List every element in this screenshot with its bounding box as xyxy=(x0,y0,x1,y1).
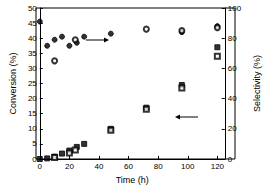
svg-text:10: 10 xyxy=(28,124,37,133)
svg-text:5: 5 xyxy=(32,139,37,148)
svg-text:15: 15 xyxy=(28,109,37,118)
svg-text:100: 100 xyxy=(228,4,242,13)
svg-text:0: 0 xyxy=(228,155,233,164)
svg-text:35: 35 xyxy=(28,49,37,58)
svg-text:30: 30 xyxy=(28,64,37,73)
svg-text:Selectivity (%): Selectivity (%) xyxy=(252,55,262,112)
svg-text:0: 0 xyxy=(38,162,43,171)
svg-text:40: 40 xyxy=(28,34,37,43)
svg-text:25: 25 xyxy=(28,79,37,88)
svg-text:100: 100 xyxy=(181,162,195,171)
svg-text:45: 45 xyxy=(28,19,37,28)
svg-text:0: 0 xyxy=(32,154,37,164)
svg-text:Conversion (%): Conversion (%) xyxy=(8,52,18,114)
svg-text:50: 50 xyxy=(28,4,37,13)
svg-text:Time (h): Time (h) xyxy=(116,175,149,185)
svg-text:80: 80 xyxy=(154,162,163,171)
svg-text:40: 40 xyxy=(228,94,237,103)
svg-text:60: 60 xyxy=(124,162,133,171)
svg-text:20: 20 xyxy=(65,162,74,171)
svg-text:20: 20 xyxy=(28,94,37,103)
svg-text:40: 40 xyxy=(95,162,104,171)
svg-text:20: 20 xyxy=(228,124,237,133)
svg-text:60: 60 xyxy=(228,64,237,73)
svg-text:80: 80 xyxy=(228,34,237,43)
svg-text:120: 120 xyxy=(211,162,225,171)
